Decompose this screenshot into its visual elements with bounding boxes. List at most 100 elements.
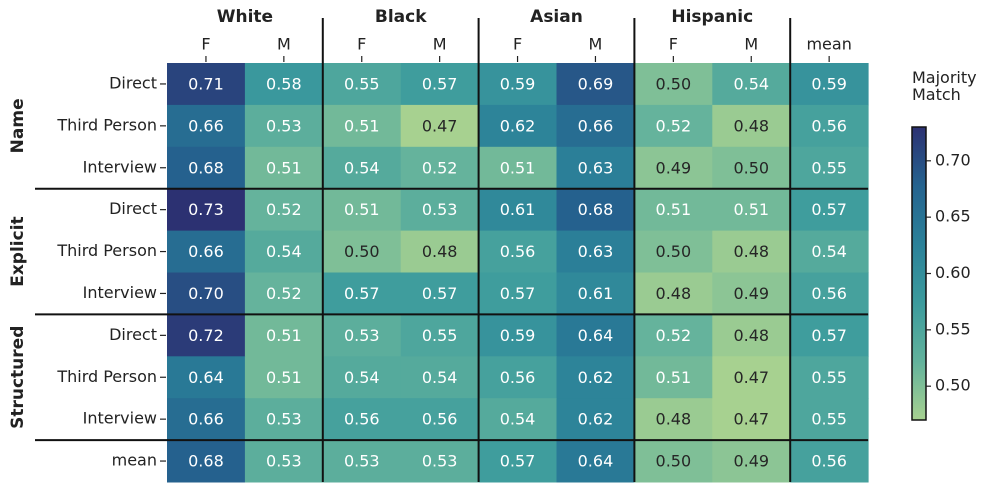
cell-label: 0.56 [500,368,536,387]
heat-cell [322,314,402,357]
heat-cell [634,356,713,399]
cell-label: 0.55 [344,74,380,93]
heat-cell [790,104,869,148]
heat-cell [167,440,246,483]
cell-label: 0.59 [811,74,847,93]
cell-label: 0.54 [344,368,380,387]
heat-cell [790,146,869,190]
cell-label: 0.56 [500,242,536,261]
cell-label: 0.69 [578,74,614,93]
heat-cell [790,272,869,315]
cell-label: 0.47 [422,116,458,135]
heat-cell [400,398,480,441]
colorbar-tick-label: 0.70 [935,150,971,169]
cell-label: 0.51 [266,326,302,345]
cell-label: 0.57 [422,284,458,303]
heat-cell [400,356,480,399]
cell-label: 0.58 [266,74,302,93]
x-group-label: Hispanic [671,7,753,27]
cell-label: 0.53 [422,452,458,471]
cell-label: 0.49 [656,158,692,177]
heat-cell [556,63,635,106]
cell-label: 0.52 [656,326,692,345]
cell-label: 0.68 [188,452,224,471]
heat-cell [244,398,324,441]
heat-cell [556,230,635,273]
cell-label: 0.56 [344,410,380,429]
cell-label: 0.50 [733,158,769,177]
heat-cell [244,272,324,315]
y-tick-label: Interview [83,157,157,176]
cell-label: 0.56 [422,410,458,429]
x-tick-label: M [589,35,603,54]
colorbar-tick-label: 0.50 [935,376,971,395]
cell-label: 0.52 [266,200,302,219]
heat-cell [556,104,635,148]
cell-label: 0.57 [344,284,380,303]
cell-label: 0.49 [733,452,769,471]
heat-cell [712,188,791,232]
heat-cell [400,230,480,273]
cell-label: 0.62 [578,368,614,387]
heat-cell [556,188,635,232]
cell-label: 0.59 [500,326,536,345]
cell-label: 0.54 [500,410,536,429]
heat-cell [322,188,402,232]
cell-label: 0.64 [578,452,614,471]
cell-label: 0.68 [578,200,614,219]
cell-label: 0.73 [188,200,224,219]
cell-label: 0.51 [266,368,302,387]
x-group-label: White [217,7,273,27]
heat-cell [556,398,635,441]
heat-cell [556,272,635,315]
cell-label: 0.55 [422,326,458,345]
cell-label: 0.48 [733,116,769,135]
cell-label: 0.50 [656,242,692,261]
heat-cell [478,63,557,106]
cell-label: 0.53 [266,452,302,471]
heat-cell [167,188,246,232]
heat-cell [400,146,480,190]
cell-label: 0.70 [188,284,224,303]
cell-label: 0.64 [188,368,224,387]
heat-cell [712,356,791,399]
heat-cell [634,398,713,441]
heat-cell [478,188,557,232]
heat-cell [244,63,324,106]
heat-cell [478,440,557,483]
cell-label: 0.63 [578,158,614,177]
cell-label: 0.55 [811,158,847,177]
cell-label: 0.61 [500,200,536,219]
heat-cell [478,398,557,441]
cell-label: 0.56 [811,116,847,135]
heat-cell [478,146,557,190]
cell-label: 0.53 [266,410,302,429]
heat-cell [244,314,324,357]
heat-cell [167,314,246,357]
heat-cell [167,230,246,273]
heat-cell [556,146,635,190]
heat-cell [634,272,713,315]
heat-cell [478,314,557,357]
cell-label: 0.66 [188,410,224,429]
x-tick-label: M [277,35,291,54]
cell-label: 0.48 [656,284,692,303]
heat-cell [712,63,791,106]
cell-label: 0.57 [500,452,536,471]
cell-label: 0.57 [811,326,847,345]
y-group-label: Structured [8,326,28,429]
heat-cell [556,314,635,357]
y-tick-label: Direct [109,325,157,344]
heat-cell [322,63,402,106]
cell-label: 0.54 [266,242,302,261]
heat-cell [322,440,402,483]
heat-cell [634,104,713,148]
cell-label: 0.61 [578,284,614,303]
y-tick-label: Third Person [56,115,157,134]
heat-cell [322,272,402,315]
heat-cell [634,188,713,232]
heat-cell [400,188,480,232]
heat-cell [790,314,869,357]
colorbar-tick-label: 0.60 [935,263,971,282]
